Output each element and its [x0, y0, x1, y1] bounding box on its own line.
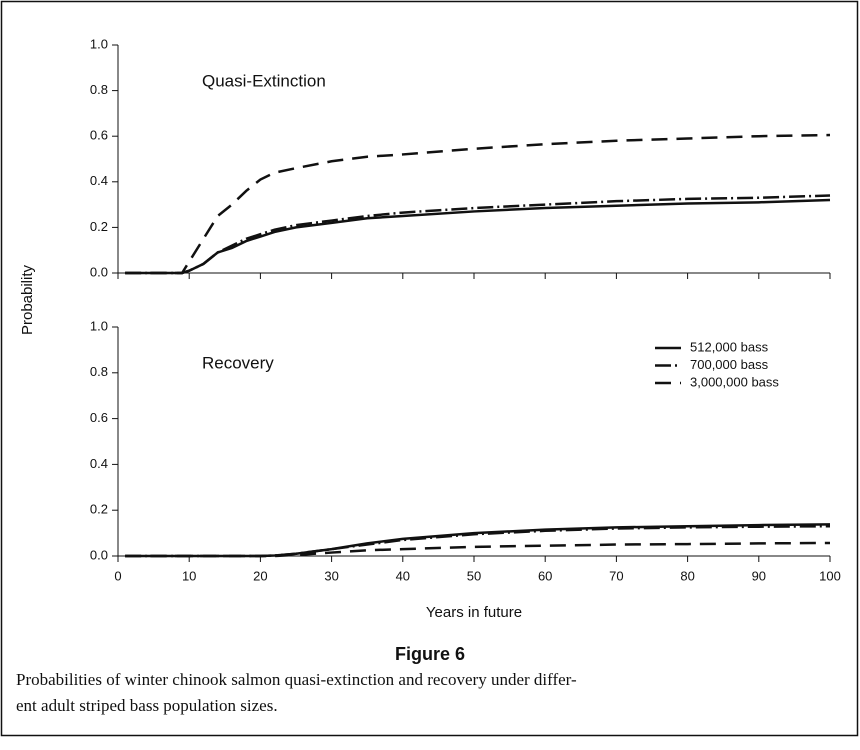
x-tick-label: 20 [253, 568, 267, 583]
y-axis-label: Probability [19, 264, 36, 335]
y-tick-label: 0.0 [90, 547, 108, 562]
y-tick-label: 0.8 [90, 364, 108, 379]
x-tick-label: 100 [819, 568, 841, 583]
panel-annotation: Quasi-Extinction [202, 71, 326, 90]
series-line [125, 524, 831, 558]
series-line [125, 194, 831, 275]
x-tick-label: 0 [114, 568, 121, 583]
x-tick-label: 60 [538, 568, 552, 583]
x-tick-label: 50 [467, 568, 481, 583]
caption-line: ent adult striped bass population sizes. [16, 696, 278, 715]
caption-line: Probabilities of winter chinook salmon q… [16, 670, 577, 689]
x-tick-label: 70 [609, 568, 623, 583]
y-tick-label: 0.4 [90, 173, 108, 188]
y-tick-label: 0.4 [90, 456, 108, 471]
y-tick-label: 0.8 [90, 82, 108, 97]
x-tick-label: 30 [324, 568, 338, 583]
y-tick-label: 1.0 [90, 318, 108, 333]
x-tick-label: 40 [396, 568, 410, 583]
panel-annotation: Recovery [202, 353, 274, 372]
x-tick-label: 90 [752, 568, 766, 583]
legend-label: 3,000,000 bass [690, 374, 779, 389]
y-tick-label: 0.2 [90, 502, 108, 517]
y-tick-label: 0.6 [90, 410, 108, 425]
x-tick-label: 10 [182, 568, 196, 583]
x-axis-label: Years in future [426, 604, 522, 621]
y-tick-label: 0.0 [90, 264, 108, 279]
y-tick-label: 1.0 [90, 36, 108, 51]
x-tick-label: 80 [680, 568, 694, 583]
legend-label: 700,000 bass [690, 357, 769, 372]
series-line [125, 198, 831, 275]
figure-label: Figure 6 [395, 644, 465, 664]
y-tick-label: 0.6 [90, 128, 108, 143]
legend-label: 512,000 bass [690, 339, 769, 354]
series-line [125, 523, 831, 558]
series-line [125, 541, 831, 558]
y-tick-label: 0.2 [90, 219, 108, 234]
series-line [125, 133, 831, 275]
